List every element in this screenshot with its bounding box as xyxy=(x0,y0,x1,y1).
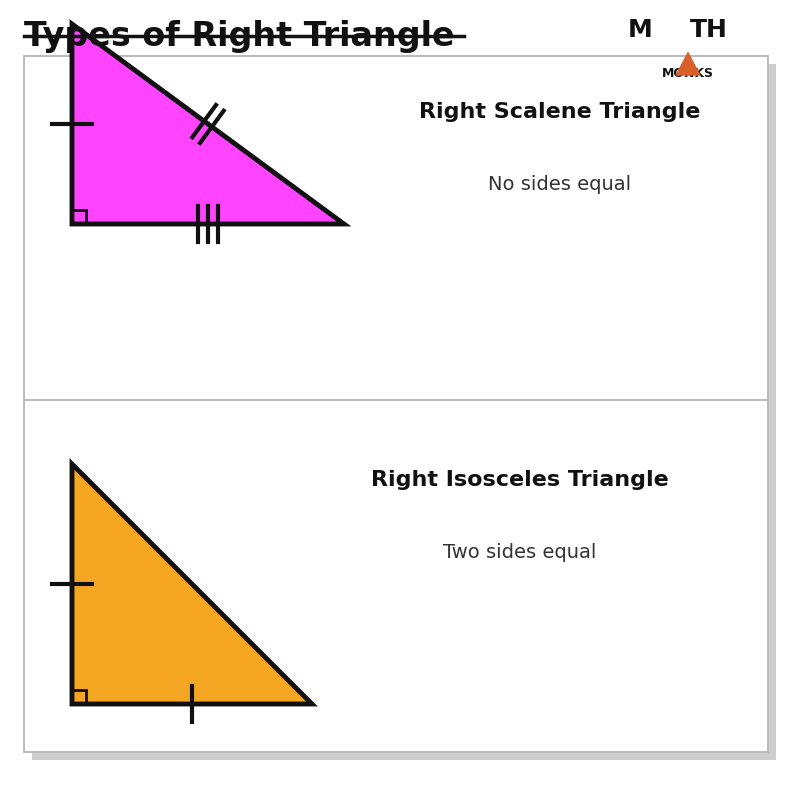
Polygon shape xyxy=(72,464,312,704)
FancyBboxPatch shape xyxy=(24,56,768,752)
FancyBboxPatch shape xyxy=(32,64,776,760)
Text: Types of Right Triangle: Types of Right Triangle xyxy=(24,20,454,53)
Text: Right Isosceles Triangle: Right Isosceles Triangle xyxy=(371,470,669,490)
Text: Two sides equal: Two sides equal xyxy=(443,542,597,562)
Text: No sides equal: No sides equal xyxy=(489,174,631,194)
Text: Right Scalene Triangle: Right Scalene Triangle xyxy=(419,102,701,122)
Polygon shape xyxy=(72,24,344,224)
